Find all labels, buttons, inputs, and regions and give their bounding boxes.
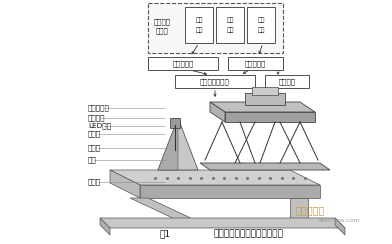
Bar: [148, 3, 283, 53]
Polygon shape: [200, 163, 330, 170]
Bar: [170, 118, 180, 128]
Text: 运动: 运动: [257, 17, 265, 23]
Bar: [148, 57, 218, 70]
Text: 运动控制器: 运动控制器: [245, 60, 266, 67]
Bar: [175, 75, 255, 88]
Text: 食品: 食品: [88, 157, 97, 163]
Text: 计算机: 计算机: [156, 28, 169, 34]
Text: elecfans.com: elecfans.com: [319, 217, 361, 223]
Bar: [216, 7, 244, 43]
Polygon shape: [210, 102, 225, 122]
Polygon shape: [335, 218, 345, 235]
Text: 气动系统: 气动系统: [278, 78, 296, 85]
Bar: [247, 7, 275, 43]
Polygon shape: [100, 218, 110, 235]
Text: 图像采集卡: 图像采集卡: [172, 60, 194, 67]
Polygon shape: [210, 102, 315, 112]
Text: 并联机器人: 并联机器人: [88, 105, 110, 111]
Text: 输送带: 输送带: [88, 179, 101, 185]
Polygon shape: [100, 218, 345, 228]
Text: 控制: 控制: [257, 27, 265, 33]
Text: 图1: 图1: [160, 230, 171, 238]
Text: LED光源: LED光源: [88, 123, 111, 129]
Text: 工业控制: 工业控制: [154, 19, 171, 25]
Text: 夹持器: 夹持器: [88, 131, 101, 137]
Polygon shape: [225, 112, 315, 122]
Bar: [252, 87, 278, 95]
Polygon shape: [158, 118, 178, 170]
Text: 包装箱: 包装箱: [88, 145, 101, 151]
Bar: [245, 93, 285, 105]
Text: 伺服电机驱动器: 伺服电机驱动器: [200, 78, 230, 85]
Bar: [228, 57, 283, 70]
Polygon shape: [158, 118, 198, 170]
Polygon shape: [290, 198, 308, 220]
Text: 电子发烧友: 电子发烧友: [295, 205, 325, 215]
Text: 工业相机: 工业相机: [88, 115, 105, 121]
Polygon shape: [110, 170, 320, 185]
Polygon shape: [110, 170, 140, 198]
Text: 图像: 图像: [195, 17, 203, 23]
Bar: [185, 7, 213, 43]
Polygon shape: [140, 185, 320, 198]
Text: 人机: 人机: [226, 17, 234, 23]
Text: 高速并联机器人自动分装系统: 高速并联机器人自动分装系统: [213, 230, 283, 238]
Text: 处理: 处理: [195, 27, 203, 33]
Text: 接口: 接口: [226, 27, 234, 33]
Polygon shape: [130, 198, 195, 220]
Bar: [265, 75, 309, 88]
